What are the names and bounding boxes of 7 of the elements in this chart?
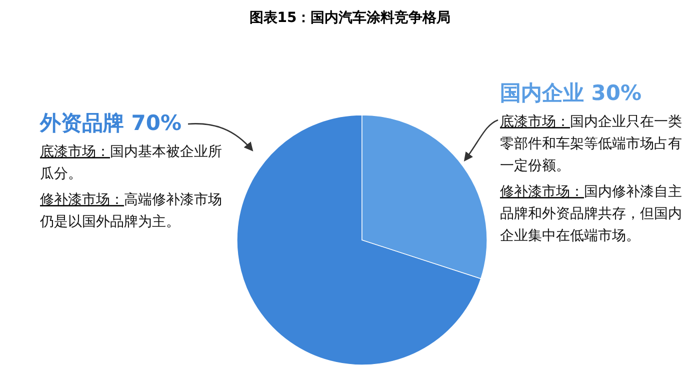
text: 底漆市场：国内企业只在一类零部件和车架等低端市场占有一定份额。 — [500, 114, 682, 174]
chart-title: 图表15：国内汽车涂料竞争格局 — [249, 9, 451, 26]
slice-label: 外资品牌 70% — [39, 111, 182, 135]
text: 底漆市场：国内基本被企业所瓜分。 — [40, 144, 222, 182]
text: 修补漆市场：高端修补漆市场仍是以国外品牌为主。 — [39, 192, 222, 230]
text: 修补漆市场：国内修补漆自主品牌和外资品牌共存，但国内企业集中在低端市场。 — [500, 184, 682, 244]
slice-label: 国内企业 30% — [500, 81, 642, 105]
